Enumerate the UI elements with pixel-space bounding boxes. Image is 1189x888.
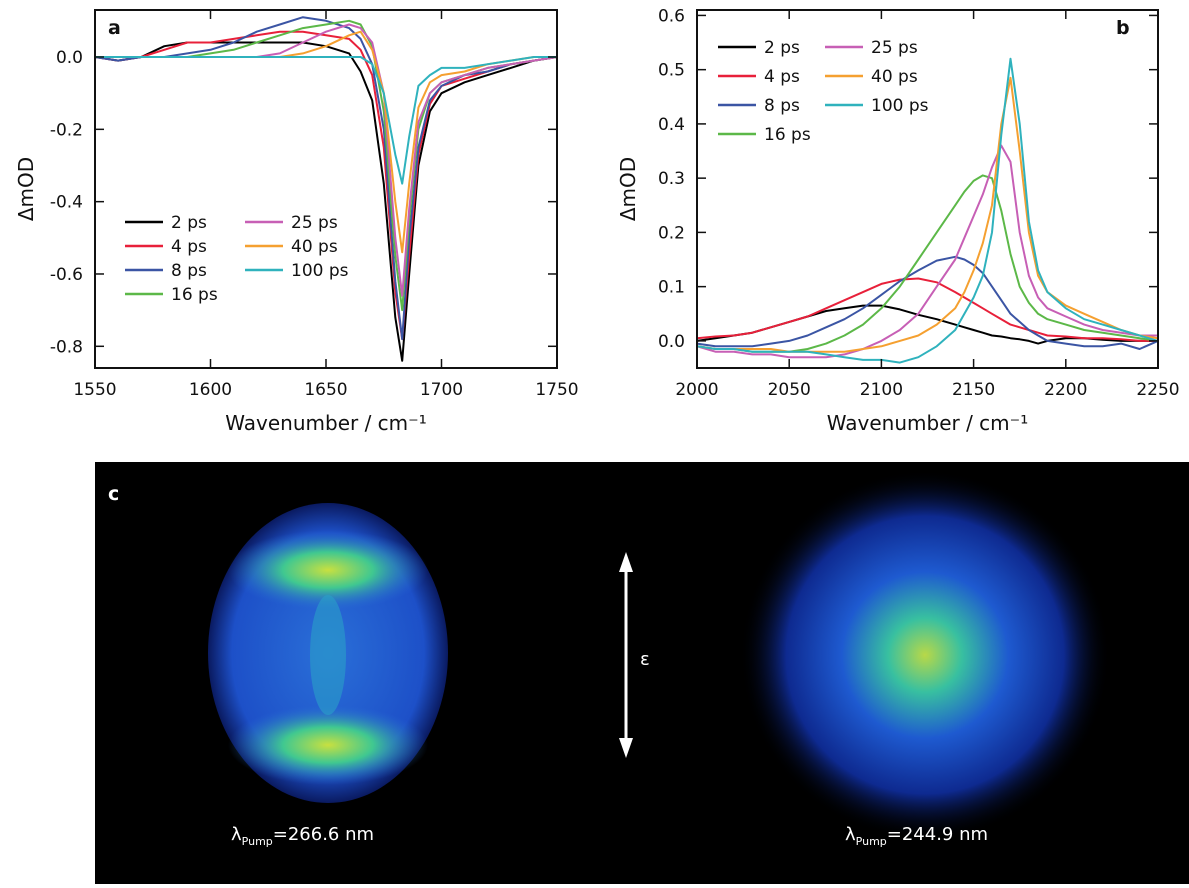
y-tick-label: -0.6 [50,265,83,285]
panel-label: b [1116,17,1130,39]
caption-text: =266.6 nm [273,824,374,845]
y-tick-label: 0.2 [658,223,685,243]
caption-subscript: Pump [856,835,887,848]
caption: λPump=266.6 nm [231,824,374,848]
caption: λPump=244.9 nm [845,824,988,848]
x-tick-label: 2000 [675,380,718,400]
plot: 2 ps 4 ps 8 ps 16 ps 25 ps 40 ps 100 ps 1550 160… [14,9,579,435]
x-tick-label: 2150 [952,380,995,400]
x-tick-label: 1600 [189,380,232,400]
legend-label: 4 ps [171,237,207,257]
series-line [696,144,1158,359]
bright-band [228,530,428,610]
series-line [94,41,558,362]
x-tick-label: 2200 [1044,380,1087,400]
y-tick-label: -0.2 [50,120,83,140]
image-panel: ε c λPump=266.6 nm λPump=244.9 nm [95,462,1189,884]
panel-label: c [108,483,119,505]
legend-label: 2 ps [764,38,800,58]
center-stripe [310,595,346,715]
polarization-label: ε [640,649,650,670]
plot: 2 ps 4 ps 8 ps 16 ps 25 ps 40 ps 100 ps 2000 205… [616,6,1180,435]
caption-symbol: λ [231,824,242,845]
x-tick-label: 1550 [73,380,116,400]
y-tick-label: -0.4 [50,193,83,213]
series-line [95,56,557,185]
legend-label: 16 ps [171,285,218,305]
series-line [696,76,1159,353]
y-tick-label: 0.3 [658,169,685,189]
legend-label: 40 ps [291,237,338,257]
y-axis-label: ΔmOD [616,157,640,221]
legend-label: 25 ps [291,213,338,233]
y-tick-label: 0.4 [658,115,685,135]
series-line [696,255,1159,350]
x-tick-label: 2050 [768,380,811,400]
legend-label: 16 ps [764,125,811,145]
x-tick-label: 2250 [1136,380,1179,400]
legend-label: 100 ps [291,261,349,281]
y-tick-label: 0.0 [658,332,685,352]
legend-label: 40 ps [871,67,918,87]
x-tick-label: 1650 [304,380,347,400]
series-line [94,16,558,341]
y-tick-label: 0.0 [56,48,83,68]
x-tick-label: 1750 [535,380,578,400]
series-line [696,57,1159,364]
plot-frame [696,9,1159,369]
x-axis-label: Wavenumber / cm⁻¹ [827,411,1028,435]
arrow-head [619,738,633,758]
y-axis-label: ΔmOD [14,157,38,221]
y-tick-label: 0.6 [658,6,685,26]
y-tick-label: 0.5 [658,61,685,81]
x-axis-label: Wavenumber / cm⁻¹ [225,411,426,435]
velocity-map-right [740,470,1110,840]
x-tick-label: 2100 [860,380,903,400]
legend-label: 4 ps [764,67,800,87]
panel-label: a [108,17,121,39]
y-tick-label: -0.8 [50,337,83,357]
caption-subscript: Pump [242,835,273,848]
caption-text: =244.9 nm [887,824,988,845]
bright-band [228,705,428,785]
series-line [696,277,1158,342]
legend-label: 100 ps [871,96,929,116]
caption-symbol: λ [845,824,856,845]
legend-label: 8 ps [764,96,800,116]
legend-label: 25 ps [871,38,918,58]
arrow-head [619,552,633,572]
legend-label: 8 ps [171,261,207,281]
legend-label: 2 ps [171,213,207,233]
x-tick-label: 1700 [420,380,463,400]
series-line [94,30,558,341]
y-tick-label: 0.1 [658,278,685,298]
